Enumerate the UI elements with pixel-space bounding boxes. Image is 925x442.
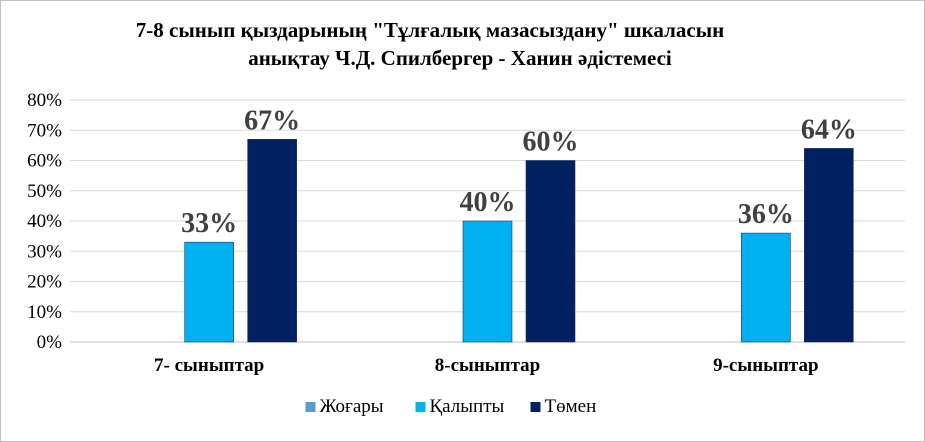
x-category-label: 9-сыныптар [713,355,818,376]
y-tick-label: 60% [27,151,62,172]
y-tick-label: 20% [27,272,62,293]
y-tick-label: 80% [27,90,62,111]
data-label: 40% [460,187,516,218]
bar [247,139,297,343]
data-label: 33% [181,208,237,239]
y-tick-label: 70% [27,120,62,141]
y-tick-label: 30% [27,241,62,262]
bar [462,220,513,343]
legend-swatch [305,402,316,412]
chart-title-line-2: анықтау Ч.Д. Спилбергер - Ханин әдістеме… [248,46,672,70]
y-tick-label: 10% [27,302,62,323]
legend-entry: Жоғары [320,396,384,417]
y-tick-label: 50% [27,181,62,202]
legend-entry: Қалыпты [430,396,505,417]
data-label: 60% [523,127,579,158]
bar [741,232,791,343]
data-label: 36% [738,199,794,230]
bar [184,241,234,343]
legend-swatch [530,402,541,412]
chart-title: 7-8 сынып қыздарының "Тұлғалық мазасызда… [0,16,860,72]
legend-swatch [415,402,426,412]
x-category-label: 8-сыныптар [435,355,540,376]
bar [525,160,576,343]
y-tick-label: 40% [27,211,62,232]
legend-entry: Төмен [545,396,597,417]
data-label: 67% [244,105,300,136]
data-label: 64% [801,114,857,145]
y-tick-label: 0% [37,332,63,353]
chart-title-line-1: 7-8 сынып қыздарының "Тұлғалық мазасызда… [135,18,725,42]
x-category-label: 7- сыныптар [154,355,264,376]
bar [804,148,854,343]
